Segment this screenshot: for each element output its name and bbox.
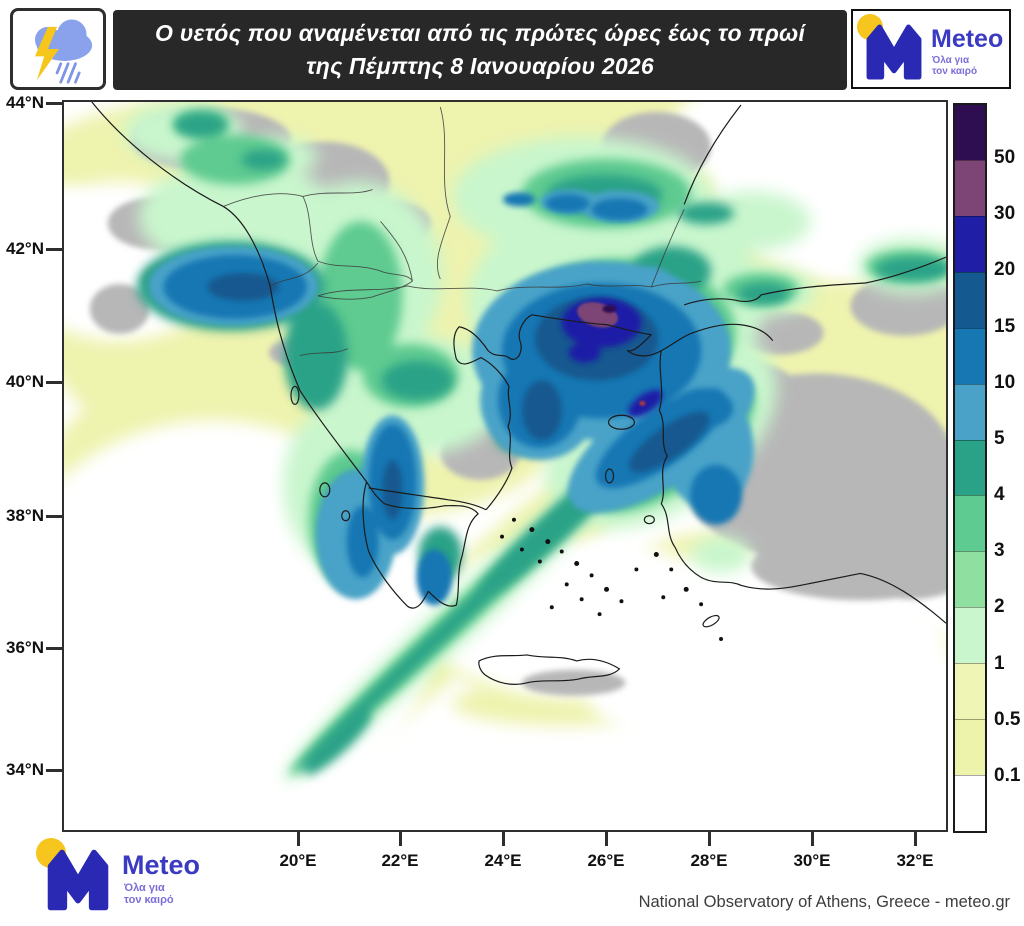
colorbar-segment xyxy=(955,327,985,384)
tagline-line-2: τον καιρό xyxy=(932,66,978,77)
tagline-line-1: Όλα για xyxy=(932,55,970,66)
lat-label: 34°N xyxy=(6,760,44,779)
colorbar-label: 20 xyxy=(994,259,1016,281)
lon-tick xyxy=(708,830,711,846)
lon-tick xyxy=(605,830,608,846)
colorbar-segment xyxy=(955,719,985,776)
lat-label: 42°N xyxy=(6,239,44,258)
precipitation-map xyxy=(64,102,946,830)
meteo-m-icon xyxy=(47,849,109,911)
lat-tick xyxy=(46,769,62,772)
precipitation-blobs xyxy=(64,102,946,830)
lon-label: 28°E xyxy=(690,851,728,870)
colorbar-segment xyxy=(955,663,985,720)
lat-tick xyxy=(46,515,62,518)
colorbar-label: 10 xyxy=(994,371,1016,393)
colorbar-label: 3 xyxy=(994,540,1005,562)
lon-label: 24°E xyxy=(484,851,522,870)
colorbar-label: 0.5 xyxy=(994,708,1021,730)
lat-label: 38°N xyxy=(6,506,44,525)
colorbar-label: 2 xyxy=(994,596,1005,618)
precipitation-colorbar xyxy=(953,103,987,833)
lon-label: 32°E xyxy=(896,851,934,870)
tagline-line-1: Όλα για xyxy=(124,882,165,894)
lon-label: 26°E xyxy=(587,851,625,870)
title-banner: Ο υετός που αναμένεται από τις πρώτες ώρ… xyxy=(113,10,847,90)
map-frame xyxy=(62,100,948,832)
colorbar-segment xyxy=(955,607,985,664)
brand-name: Meteo xyxy=(931,25,1004,53)
brand-tagline: Όλα για τον καιρό xyxy=(932,55,977,77)
colorbar-segment xyxy=(955,551,985,608)
meteo-m-icon xyxy=(866,24,922,80)
lon-label: 22°E xyxy=(381,851,419,870)
colorbar-label: 30 xyxy=(994,203,1016,225)
header-icon-box xyxy=(10,8,106,90)
colorbar-segment xyxy=(955,159,985,216)
lon-tick xyxy=(914,830,917,846)
storm-cloud-lightning-icon xyxy=(34,19,93,84)
lon-tick xyxy=(297,830,300,846)
brand-name-footer: Meteo xyxy=(122,850,201,880)
lon-label: 30°E xyxy=(793,851,831,870)
colorbar-label: 0.1 xyxy=(994,764,1021,786)
colorbar-segment xyxy=(955,775,985,831)
lat-tick xyxy=(46,647,62,650)
brand-tagline-footer: Όλα για τον καιρό xyxy=(124,882,174,906)
tagline-line-2: τον καιρό xyxy=(124,894,174,906)
footer-logo-box: Meteo Όλα για τον καιρό xyxy=(36,838,246,916)
colorbar-label: 15 xyxy=(994,315,1016,337)
lon-tick xyxy=(399,830,402,846)
colorbar-label: 4 xyxy=(994,484,1005,506)
lat-tick xyxy=(46,248,62,251)
lat-label: 36°N xyxy=(6,638,44,657)
lat-label: 40°N xyxy=(6,372,44,391)
lat-label: 44°N xyxy=(6,93,44,112)
colorbar-segment xyxy=(955,215,985,272)
title-line-2: της Πέμπτης 8 Ιανουαρίου 2026 xyxy=(306,53,654,79)
credit-text: National Observatory of Athens, Greece -… xyxy=(638,893,1010,911)
meteo-logo-footer: Meteo Όλα για τον καιρό xyxy=(36,838,246,916)
meteo-logo: Meteo Όλα για τον καιρό xyxy=(853,11,1009,87)
lat-tick xyxy=(46,102,62,105)
colorbar-segment xyxy=(955,439,985,496)
colorbar-label: 5 xyxy=(994,427,1005,449)
title-line-1: Ο υετός που αναμένεται από τις πρώτες ώρ… xyxy=(155,20,805,46)
lat-tick xyxy=(46,381,62,384)
colorbar-label: 1 xyxy=(994,652,1005,674)
lon-tick xyxy=(502,830,505,846)
aegean-islands xyxy=(500,517,724,642)
colorbar-segment xyxy=(955,271,985,328)
colorbar-segment xyxy=(955,495,985,552)
colorbar-segment xyxy=(955,105,985,160)
lon-label: 20°E xyxy=(279,851,317,870)
lon-tick xyxy=(811,830,814,846)
colorbar-label: 50 xyxy=(994,147,1016,169)
country-borders xyxy=(223,106,702,357)
header-logo-box: Meteo Όλα για τον καιρό xyxy=(851,9,1011,89)
colorbar-segment xyxy=(955,383,985,440)
